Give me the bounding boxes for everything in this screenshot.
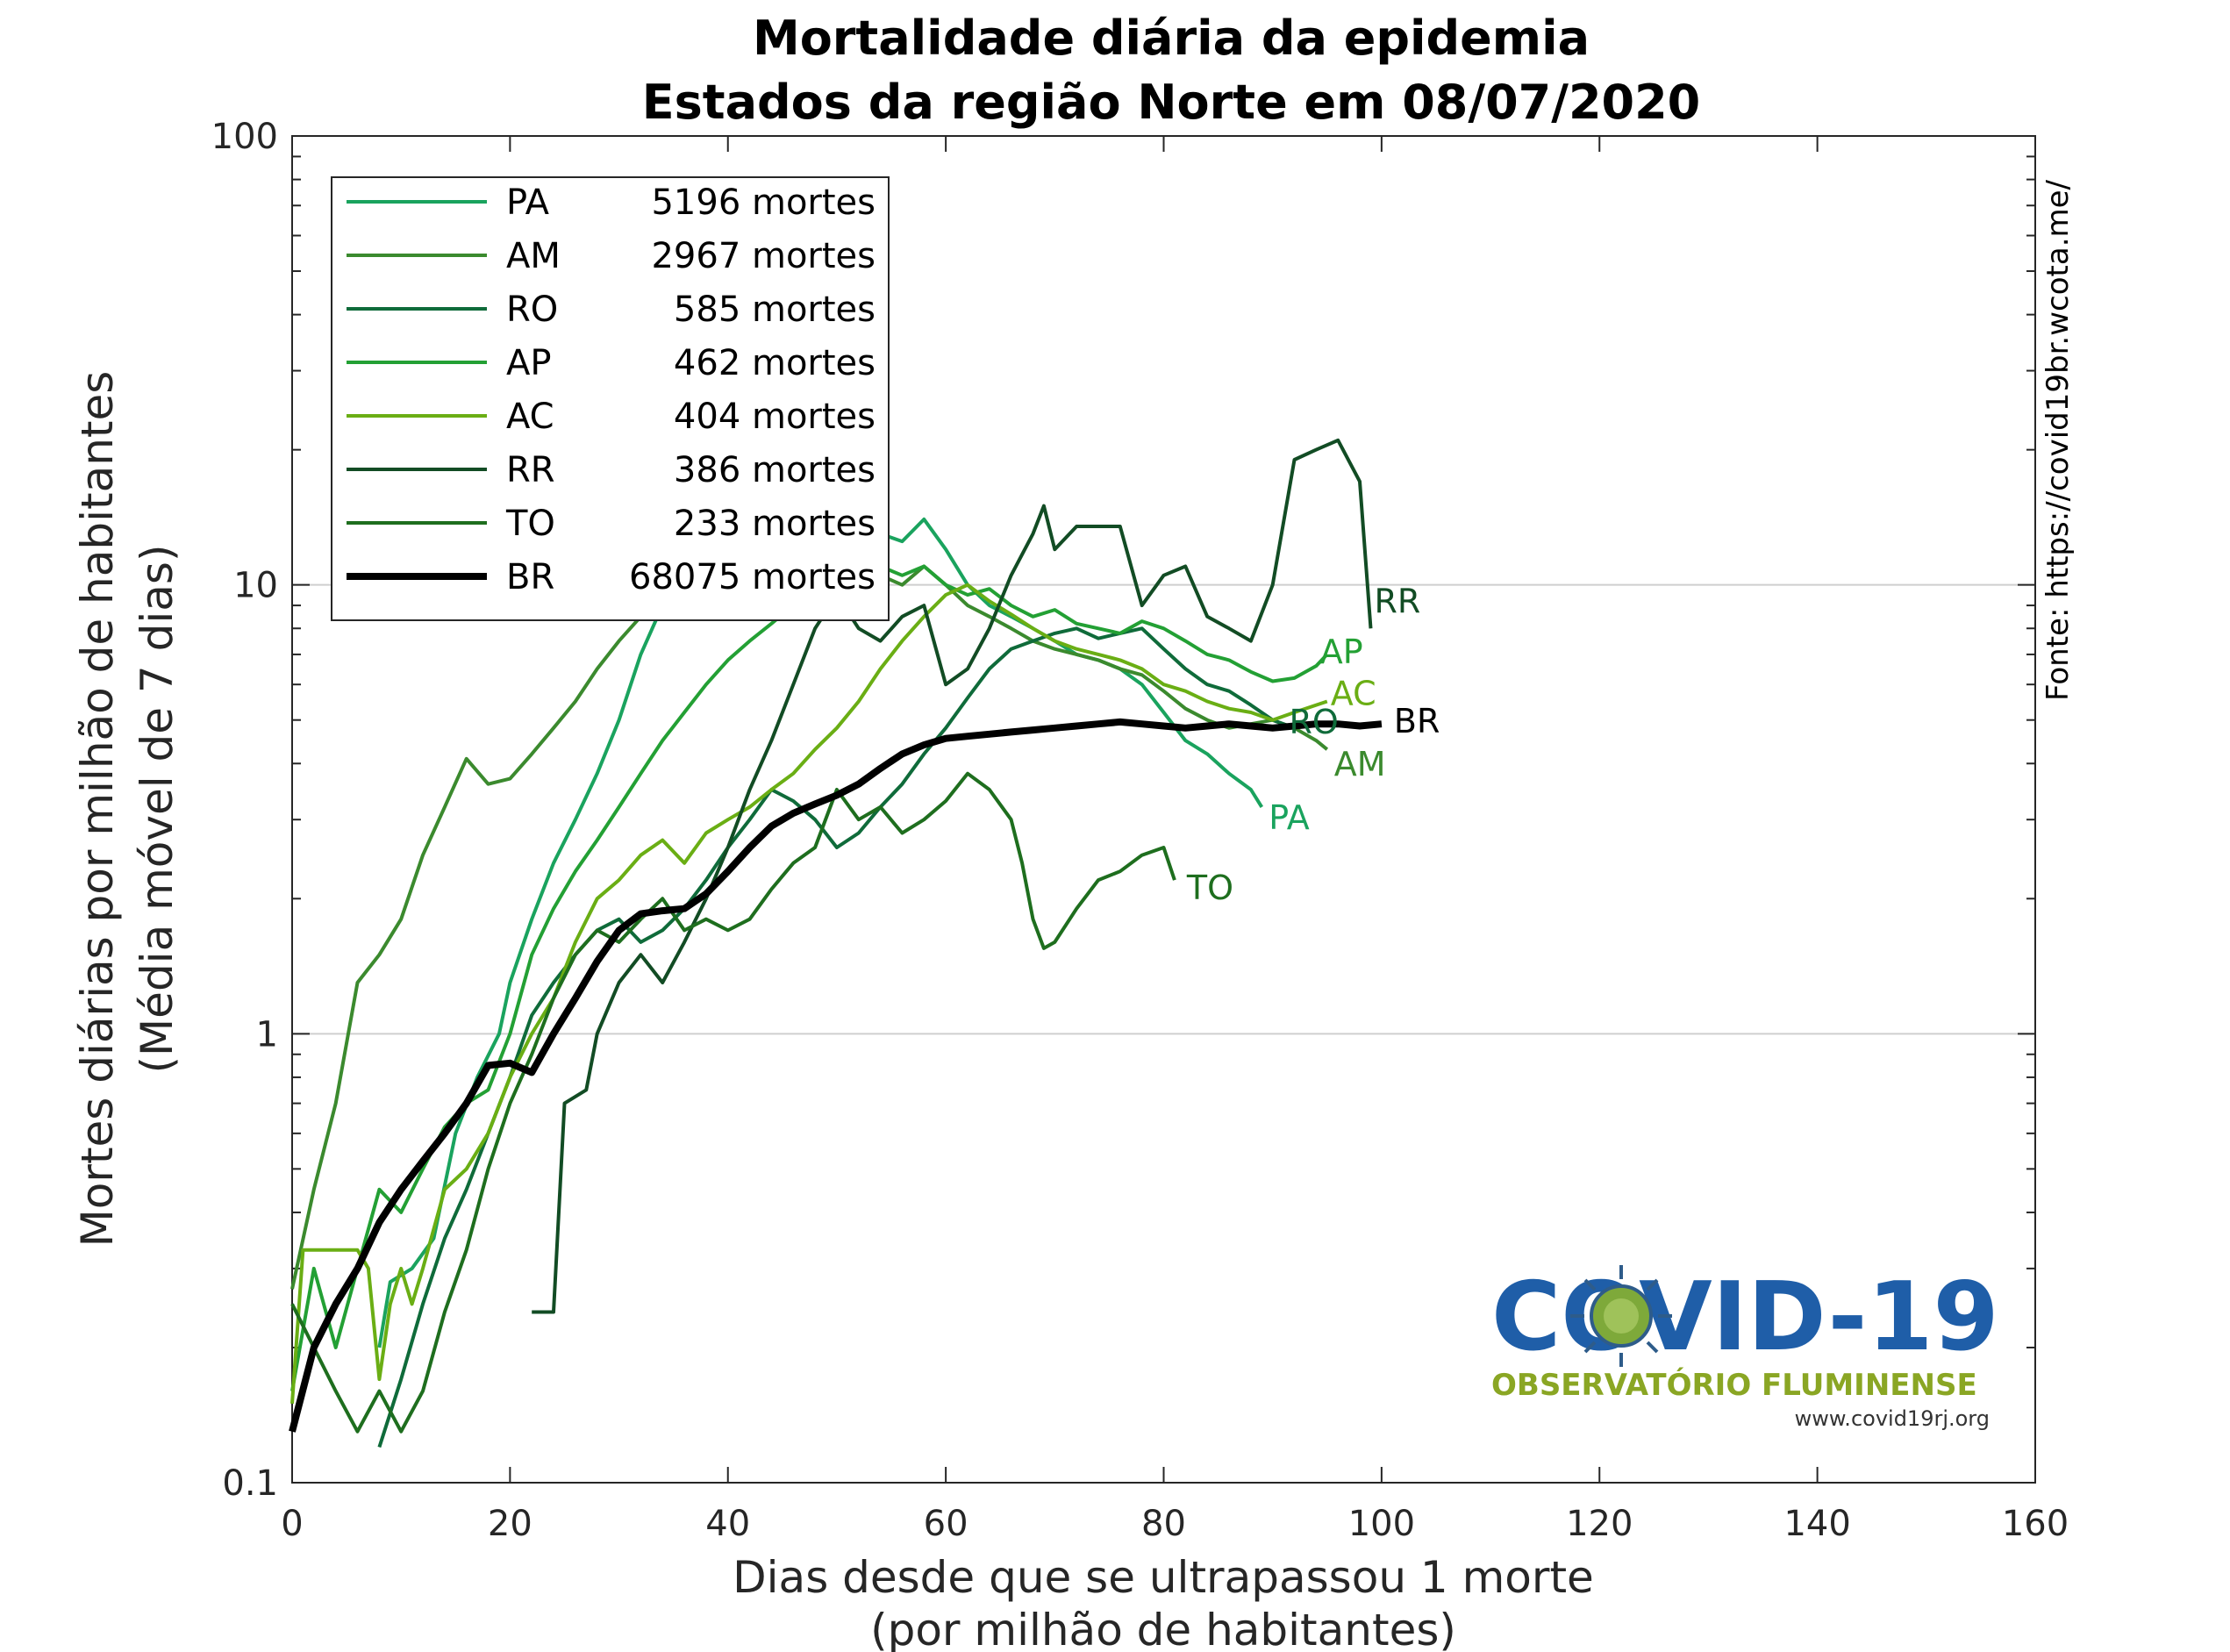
covid19-observatorio-logo: COVID-19 OBSERVATÓRIO FLUMINENSE www.cov… bbox=[1491, 1262, 1999, 1431]
virus-icon bbox=[1570, 1265, 1672, 1367]
x-tick-label: 160 bbox=[2002, 1504, 2069, 1544]
legend-label-br: BR bbox=[506, 557, 554, 597]
legend-deaths-ro: 585 mortes bbox=[674, 290, 876, 330]
legend-label-rr: RR bbox=[506, 450, 555, 490]
x-tick-label: 0 bbox=[281, 1504, 303, 1544]
y-tick-label: 1 bbox=[256, 1014, 278, 1055]
x-tick-label: 120 bbox=[1566, 1504, 1633, 1544]
x-tick-label: 20 bbox=[488, 1504, 532, 1544]
series-line-br bbox=[289, 718, 1383, 1433]
x-tick-label: 80 bbox=[1141, 1504, 1186, 1544]
end-label-ro: RO bbox=[1290, 703, 1339, 741]
x-axis-label: Dias desde que se ultrapassou 1 morte bbox=[733, 1552, 1594, 1603]
legend-label-pa: PA bbox=[506, 182, 550, 223]
logo-url: www.covid19rj.org bbox=[1795, 1406, 1990, 1431]
end-label-br: BR bbox=[1394, 702, 1440, 740]
legend-deaths-ap: 462 mortes bbox=[674, 343, 876, 383]
logo-subtitle: OBSERVATÓRIO FLUMINENSE bbox=[1491, 1367, 1977, 1403]
legend-label-ac: AC bbox=[506, 397, 554, 437]
chart-title: Mortalidade diária da epidemia bbox=[753, 11, 1590, 66]
legend-label-to: TO bbox=[505, 504, 555, 544]
legend-deaths-br: 68075 mortes bbox=[629, 557, 876, 597]
x-axis-label-line2: (por milhão de habitantes) bbox=[870, 1605, 1456, 1652]
series-line-pa bbox=[377, 517, 1263, 1348]
legend-box bbox=[331, 176, 890, 621]
end-label-ac: AC bbox=[1331, 675, 1376, 713]
end-label-rr: RR bbox=[1374, 582, 1420, 620]
series-end-labels: PA AM RO AP AC RR TO BR bbox=[1186, 582, 1440, 907]
source-note: Fonte: https://covid19br.wcota.me/ bbox=[2041, 179, 2076, 701]
end-label-pa: PA bbox=[1269, 798, 1309, 837]
legend-label-ro: RO bbox=[506, 290, 558, 330]
series-line-ac bbox=[290, 583, 1328, 1405]
x-tick-label: 140 bbox=[1783, 1504, 1850, 1544]
y-axis-label: Mortes diárias por milhão de habitantes bbox=[72, 371, 123, 1248]
minor-ticks bbox=[292, 155, 2035, 1348]
legend-deaths-am: 2967 mortes bbox=[651, 236, 876, 276]
y-tick-label: 0.1 bbox=[222, 1463, 278, 1504]
legend-label-am: AM bbox=[506, 236, 561, 276]
series-line-ap bbox=[290, 547, 1329, 1391]
legend-deaths-rr: 386 mortes bbox=[674, 450, 876, 490]
legend-deaths-ac: 404 mortes bbox=[674, 397, 876, 437]
legend-deaths-to: 233 mortes bbox=[674, 504, 876, 544]
end-label-to: TO bbox=[1186, 869, 1233, 907]
y-ticks: 0.1 1 10 100 bbox=[211, 117, 2035, 1504]
series-line-to bbox=[290, 771, 1176, 1434]
legend-deaths-pa: 5196 mortes bbox=[651, 182, 876, 223]
y-tick-label: 100 bbox=[211, 117, 278, 157]
legend: PA 5196 mortes AM 2967 mortes RO 585 mortes AP… bbox=[331, 176, 890, 621]
x-tick-label: 60 bbox=[924, 1504, 968, 1544]
gridlines bbox=[292, 583, 2035, 1035]
logo-main-text: COVID-19 bbox=[1491, 1262, 1999, 1372]
series-line-rr bbox=[532, 438, 1373, 1314]
end-label-ap: AP bbox=[1320, 633, 1363, 671]
series-line-ro bbox=[377, 626, 1296, 1448]
x-tick-label: 40 bbox=[705, 1504, 750, 1544]
end-label-am: AM bbox=[1334, 745, 1386, 783]
x-tick-label: 100 bbox=[1348, 1504, 1415, 1544]
legend-label-ap: AP bbox=[506, 343, 551, 383]
y-axis-label-line2: (Média móvel de 7 dias) bbox=[132, 545, 182, 1074]
x-ticks: 0 20 40 60 80 100 120 140 160 bbox=[281, 136, 2069, 1544]
y-tick-label: 10 bbox=[233, 566, 278, 606]
chart-subtitle: Estados da região Norte em 08/07/2020 bbox=[642, 75, 1701, 130]
